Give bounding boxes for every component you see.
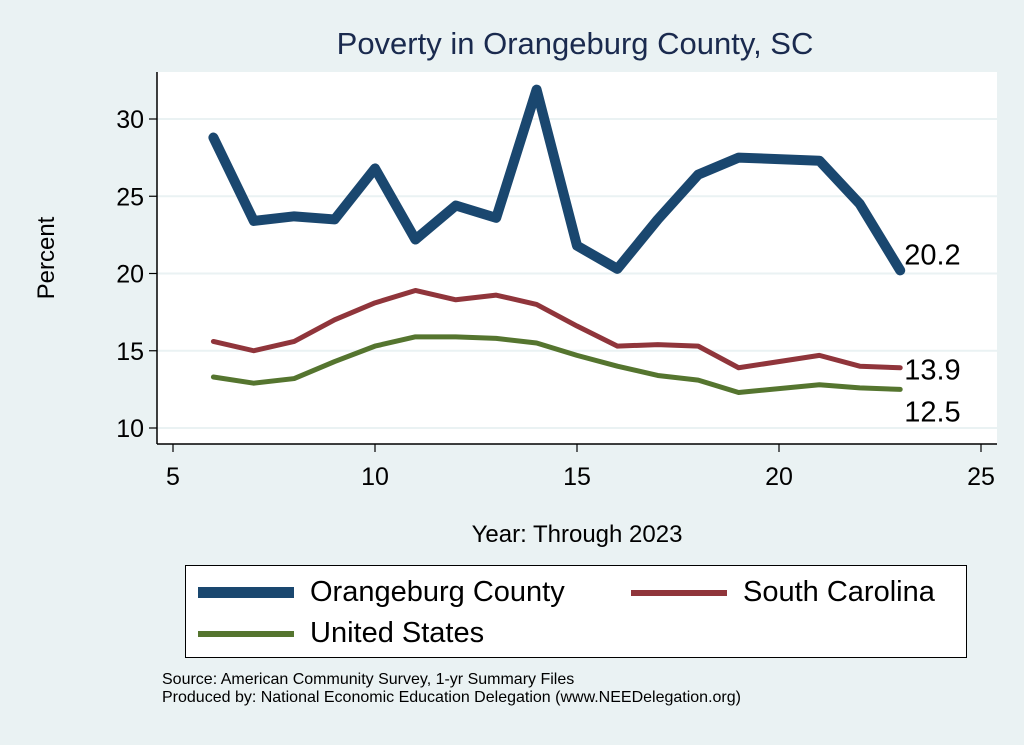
end-label-south-carolina: 13.9 (904, 355, 960, 387)
legend-label-south-carolina: South Carolina (743, 576, 935, 608)
x-tick-label: 10 (361, 463, 389, 491)
x-tick-label: 20 (765, 463, 793, 491)
legend-label-orangeburg: Orangeburg County (310, 576, 565, 608)
x-tick-label: 25 (967, 463, 995, 491)
y-axis-label: Percent (33, 216, 60, 299)
legend-swatch-united-states (198, 630, 294, 637)
x-tick-label: 5 (166, 463, 180, 491)
y-tick-label: 20 (116, 261, 144, 289)
legend-item-united-states: United States (198, 617, 484, 650)
end-label-orangeburg: 20.2 (904, 239, 960, 271)
y-tick-label: 10 (116, 415, 144, 443)
y-tick-label: 25 (116, 183, 144, 211)
x-axis-label: Year: Through 2023 (472, 521, 683, 548)
legend-item-south-carolina: South Carolina (631, 576, 935, 609)
chart-title: Poverty in Orangeburg County, SC (336, 26, 814, 61)
y-tick-label: 15 (116, 338, 144, 366)
chart-svg: 10 15 20 25 30 5 10 15 20 25 20.2 13.9 12.5 Year: T… (33, 72, 997, 548)
plot-area (157, 72, 997, 444)
end-label-united-states: 12.5 (904, 396, 960, 428)
legend-swatch-south-carolina (631, 589, 727, 596)
produced-by-line: Produced by: National Economic Education… (162, 689, 741, 706)
x-tick-label: 15 (563, 463, 591, 491)
legend-swatch-orangeburg (198, 587, 294, 598)
legend: Orangeburg County South Carolina United … (185, 565, 967, 658)
source-line: Source: American Community Survey, 1-yr … (162, 671, 575, 688)
source-note: Source: American Community Survey, 1-yr … (162, 671, 741, 707)
legend-label-united-states: United States (310, 617, 485, 649)
y-tick-label: 30 (116, 106, 144, 134)
legend-item-orangeburg: Orangeburg County (198, 576, 565, 609)
